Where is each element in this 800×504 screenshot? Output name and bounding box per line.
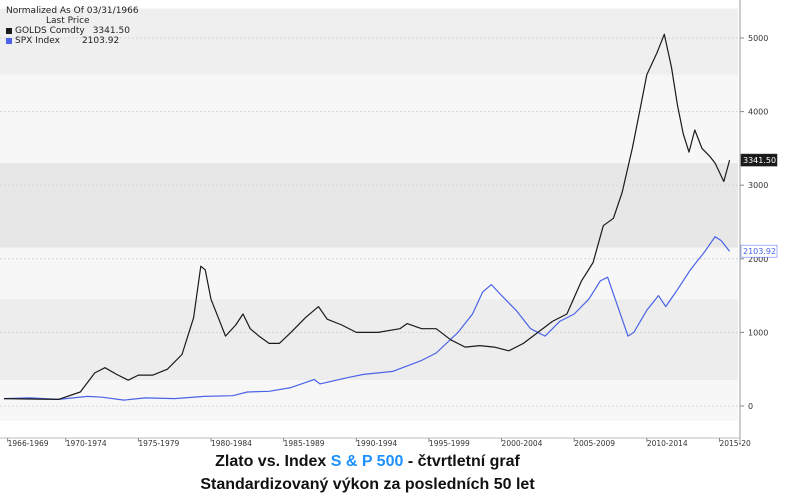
background-band <box>0 8 738 75</box>
legend-item-gold: GOLDS Comdty 3341.50 <box>6 26 139 36</box>
end-label-gold: 3341.50 <box>743 156 776 165</box>
y-tick-label: 4000 <box>748 108 768 117</box>
x-tick-label: 2015-20 <box>719 439 751 448</box>
caption-highlight: S & P 500 <box>330 453 404 470</box>
end-label-box-gold <box>740 153 778 167</box>
background-bands <box>0 8 738 421</box>
legend-value-spx: 2103.92 <box>81 36 120 46</box>
legend-value-gold: 3341.50 <box>92 26 130 36</box>
y-ticks: 0 1000 2000 3000 4000 5000 <box>740 34 768 411</box>
background-band <box>0 299 738 381</box>
x-tick-label: 2005-2009 <box>574 439 615 448</box>
x-tick-label: 1970-1974 <box>66 439 107 448</box>
x-tick-label: 1985-1989 <box>284 439 325 448</box>
series-line-spx <box>3 236 731 401</box>
legend-swatch-gold <box>6 28 12 34</box>
x-tick-label: 1966-1969 <box>8 439 49 448</box>
background-band <box>0 380 738 421</box>
x-tick-label: 1975-1979 <box>138 439 179 448</box>
caption-line-1: Zlato vs. Index S & P 500 - čtvrtletní g… <box>0 453 735 471</box>
x-tick-label: 2000-2004 <box>502 439 543 448</box>
caption-part-1: Zlato vs. Index <box>215 453 331 470</box>
y-tick-label: 1000 <box>748 328 768 337</box>
y-tick-label: 0 <box>748 402 753 411</box>
legend-subheader: Last Price <box>46 16 90 26</box>
y-tick-label: 2000 <box>748 255 768 264</box>
caption-line-2: Standardizovaný výkon za posledních 50 l… <box>200 476 535 493</box>
legend-item-spx: SPX Index 2103.92 <box>6 36 139 46</box>
x-tick-label: 1990-1994 <box>356 439 397 448</box>
legend-label-spx: SPX Index <box>15 36 60 46</box>
legend-swatch-spx <box>6 38 12 44</box>
end-label-spx: 2103.92 <box>743 247 776 256</box>
end-labels: 3341.50 2103.92 <box>740 153 778 258</box>
x-tick-label: 1995-1999 <box>429 439 470 448</box>
background-band <box>0 247 738 300</box>
background-band <box>0 163 738 248</box>
series-group <box>3 33 731 401</box>
x-tick-label: 2010-2014 <box>647 439 688 448</box>
x-tick-label: 1980-1984 <box>211 439 252 448</box>
legend-header: Normalized As Of 03/31/1966 <box>6 6 139 16</box>
y-tick-label: 5000 <box>748 34 768 43</box>
series-line-gold <box>3 33 731 400</box>
x-ticks: 1966-1969 1970-1974 1975-1979 1980-1984 1985… <box>7 438 751 448</box>
legend-label-gold: GOLDS Comdty <box>15 26 85 36</box>
chart-legend: Normalized As Of 03/31/1966 Last Price G… <box>6 6 139 46</box>
caption-part-2: - čtvrtletní graf <box>403 453 520 470</box>
y-tick-label: 3000 <box>748 181 768 190</box>
end-label-box-spx <box>740 244 778 258</box>
background-band <box>0 74 738 164</box>
